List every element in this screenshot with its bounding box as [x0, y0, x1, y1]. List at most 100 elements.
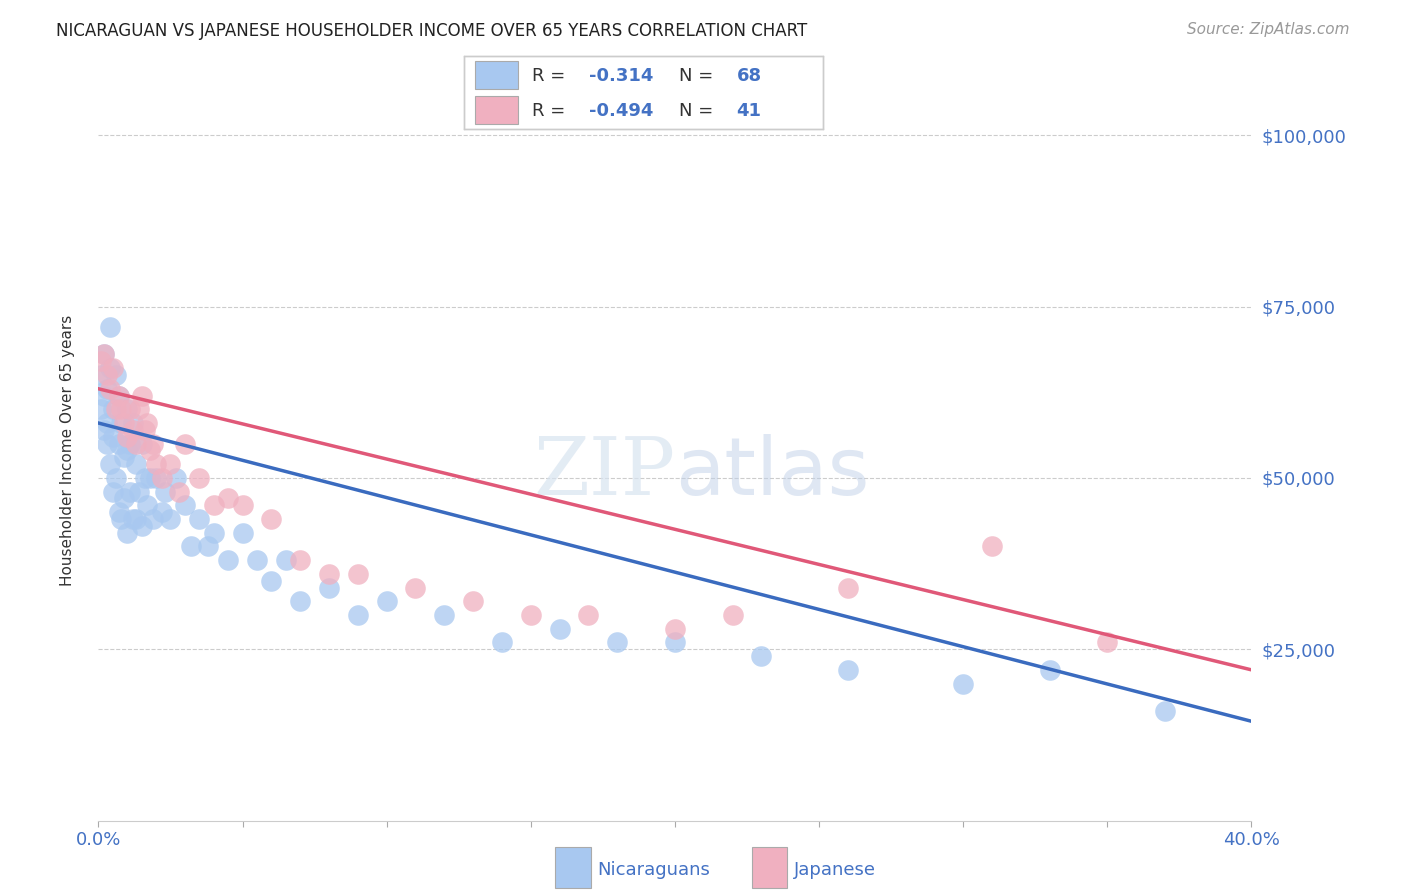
Point [578, 607, 600, 622]
Point [188, 471, 211, 485]
Point [197, 540, 219, 554]
Point [90, 354, 112, 368]
Point [136, 416, 159, 430]
Point [159, 457, 181, 471]
Point [117, 430, 139, 444]
Point [139, 471, 162, 485]
FancyBboxPatch shape [475, 62, 517, 89]
Point [107, 436, 129, 450]
Point [346, 566, 368, 581]
Point [104, 368, 127, 382]
Point [107, 389, 129, 403]
Point [93, 389, 115, 403]
Point [346, 607, 368, 622]
Point [120, 402, 142, 417]
Point [112, 491, 135, 506]
Text: Japanese: Japanese [794, 861, 876, 879]
Text: Nicaraguans: Nicaraguans [598, 861, 710, 879]
Point [139, 443, 162, 458]
Point [606, 635, 628, 649]
Point [217, 491, 239, 506]
Point [145, 457, 167, 471]
Point [837, 663, 859, 677]
Point [318, 566, 340, 581]
Point [188, 512, 211, 526]
Text: 68: 68 [737, 67, 762, 85]
Point [136, 498, 159, 512]
Point [131, 519, 153, 533]
Point [548, 622, 571, 636]
Point [751, 649, 773, 664]
Point [98, 382, 121, 396]
Point [150, 505, 173, 519]
Point [117, 402, 139, 417]
Point [131, 389, 153, 403]
Text: NICARAGUAN VS JAPANESE HOUSEHOLDER INCOME OVER 65 YEARS CORRELATION CHART: NICARAGUAN VS JAPANESE HOUSEHOLDER INCOM… [56, 22, 807, 40]
Point [165, 471, 187, 485]
Point [491, 635, 513, 649]
Text: Source: ZipAtlas.com: Source: ZipAtlas.com [1187, 22, 1350, 37]
Point [98, 361, 121, 376]
Text: 41: 41 [737, 102, 762, 120]
Text: ZIP: ZIP [533, 434, 675, 512]
Point [202, 525, 225, 540]
Point [101, 430, 124, 444]
Point [112, 416, 135, 430]
Point [461, 594, 484, 608]
Point [112, 450, 135, 465]
Text: -0.494: -0.494 [589, 102, 654, 120]
Point [117, 525, 139, 540]
Point [117, 443, 139, 458]
Point [96, 436, 118, 450]
Point [90, 368, 112, 382]
Text: N =: N = [679, 67, 718, 85]
Point [128, 484, 150, 499]
Point [101, 402, 124, 417]
Point [120, 436, 142, 450]
Point [290, 553, 312, 567]
Point [98, 457, 121, 471]
Point [122, 416, 145, 430]
Text: -0.314: -0.314 [589, 67, 654, 85]
Point [107, 505, 129, 519]
Point [93, 423, 115, 437]
Point [93, 347, 115, 361]
Point [122, 423, 145, 437]
Point [122, 512, 145, 526]
Point [101, 484, 124, 499]
Point [217, 553, 239, 567]
Point [125, 512, 148, 526]
Text: atlas: atlas [675, 434, 869, 512]
Point [952, 676, 974, 690]
Point [125, 457, 148, 471]
Y-axis label: Householder Income Over 65 years: Householder Income Over 65 years [60, 315, 75, 586]
Text: N =: N = [679, 102, 718, 120]
Point [107, 389, 129, 403]
Point [142, 512, 165, 526]
Text: R =: R = [531, 102, 571, 120]
Point [167, 484, 190, 499]
Point [981, 540, 1004, 554]
Point [260, 512, 283, 526]
Point [150, 471, 173, 485]
Point [134, 423, 156, 437]
Point [231, 525, 254, 540]
Point [375, 594, 398, 608]
Point [98, 320, 121, 334]
Point [90, 402, 112, 417]
Point [131, 436, 153, 450]
Point [110, 512, 132, 526]
Point [664, 635, 686, 649]
Point [837, 581, 859, 595]
Point [1154, 704, 1177, 718]
Point [1097, 635, 1119, 649]
Point [134, 471, 156, 485]
Point [180, 540, 202, 554]
Point [274, 553, 297, 567]
Point [145, 471, 167, 485]
FancyBboxPatch shape [475, 96, 517, 124]
Point [110, 416, 132, 430]
Point [128, 402, 150, 417]
Point [664, 622, 686, 636]
Point [1039, 663, 1062, 677]
